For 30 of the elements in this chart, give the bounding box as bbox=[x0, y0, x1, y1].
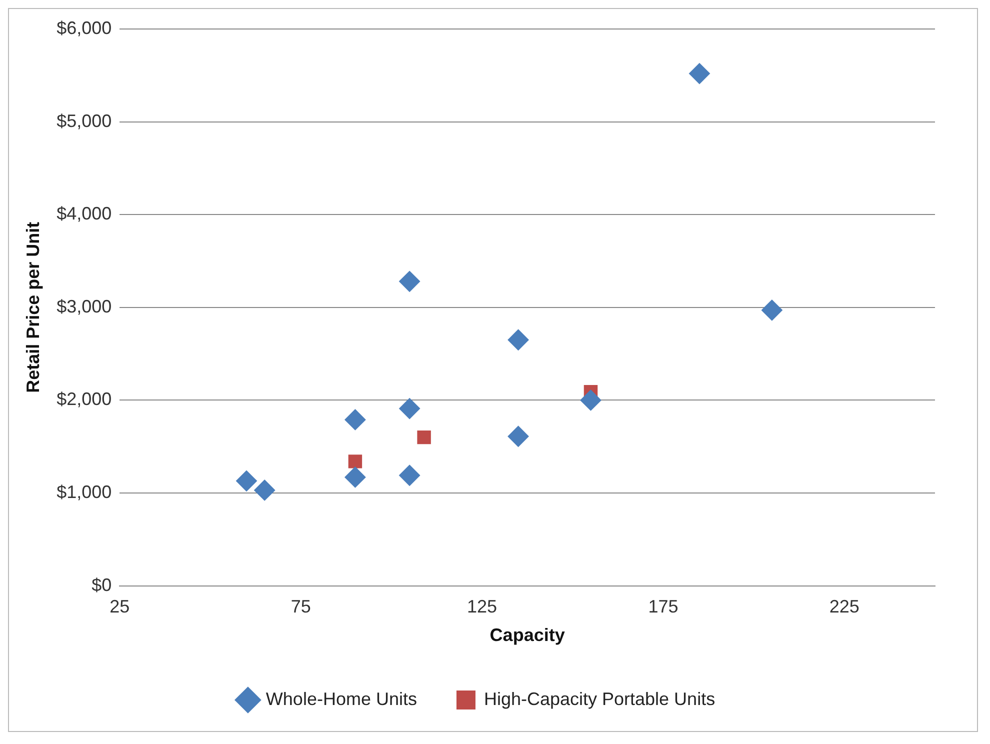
point bbox=[236, 470, 257, 492]
point bbox=[348, 454, 362, 468]
point bbox=[344, 466, 366, 488]
y-tick-label: $0 bbox=[92, 574, 112, 595]
y-axis-title: Retail Price per Unit bbox=[22, 222, 43, 393]
y-tick-label: $6,000 bbox=[56, 18, 112, 38]
x-tick-label: 25 bbox=[110, 596, 130, 617]
point bbox=[508, 329, 529, 350]
point bbox=[417, 430, 431, 444]
legend-label: Whole-Home Units bbox=[266, 688, 417, 709]
x-tick-label: 75 bbox=[290, 596, 311, 617]
y-tick-label: $2,000 bbox=[56, 389, 112, 410]
point bbox=[508, 426, 529, 447]
point bbox=[399, 270, 420, 292]
point bbox=[761, 300, 782, 321]
x-tick-label: 175 bbox=[648, 596, 678, 617]
x-tick-label: 125 bbox=[467, 596, 498, 617]
point bbox=[399, 464, 420, 486]
point bbox=[580, 390, 602, 411]
y-tick-label: $5,000 bbox=[56, 110, 112, 131]
point bbox=[254, 480, 276, 501]
y-tick-label: $4,000 bbox=[56, 204, 112, 224]
legend-label: High-Capacity Portable Units bbox=[484, 688, 716, 709]
x-tick-label: 225 bbox=[829, 596, 860, 617]
y-tick-label: $1,000 bbox=[56, 482, 112, 502]
point bbox=[688, 63, 710, 84]
point bbox=[344, 409, 366, 430]
y-tick-label: $3,000 bbox=[56, 296, 112, 316]
point bbox=[399, 398, 420, 420]
x-axis-title: Capacity bbox=[490, 625, 565, 646]
